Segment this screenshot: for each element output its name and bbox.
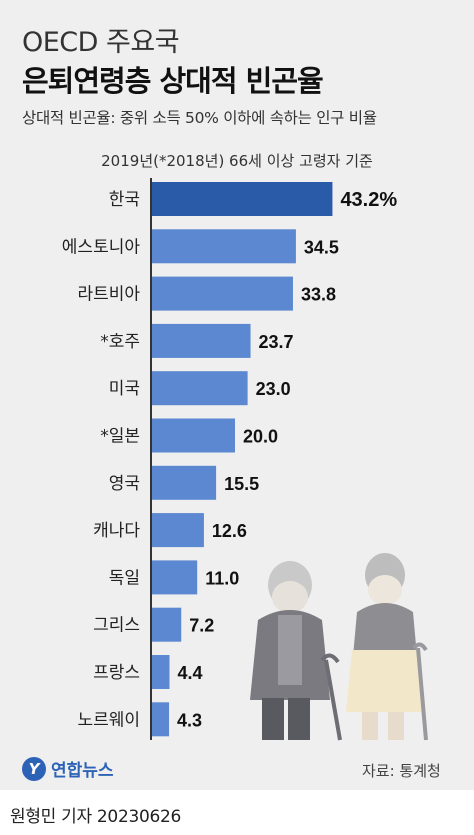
byline: 원형민 기자 20230626 (10, 807, 182, 827)
bar-chart: 한국 43.2% 에스토니아 34.5 라트비아 33.8 *호주 23.7 미국 23.0 *일본… (62, 182, 428, 741)
value-label: 23.7 (259, 332, 294, 352)
bar (151, 655, 170, 689)
category-label: *호주 (100, 332, 140, 352)
chart-panel: OECD 주요국 은퇴연령층 상대적 빈곤율 상대적 빈곤율: 중위 소득 50… (0, 0, 474, 790)
bar (151, 513, 204, 548)
logo-icon: Y (22, 756, 46, 781)
basis-note: 2019년(*2018년) 66세 이상 고령자 기준 (101, 152, 373, 170)
y-axis-line (150, 178, 152, 740)
value-label: 43.2% (340, 189, 397, 211)
elderly-couple-illustration (250, 553, 428, 741)
category-label: 노르웨이 (77, 710, 140, 730)
value-label: 7.2 (189, 616, 214, 636)
value-label: 12.6 (212, 521, 247, 541)
bar (151, 418, 235, 453)
value-label: 33.8 (301, 285, 336, 305)
value-label: 4.3 (177, 710, 202, 730)
title-line-1: OECD 주요국 (22, 27, 180, 58)
bar (151, 702, 170, 737)
source-note: 자료: 통계청 (362, 762, 441, 780)
bar (151, 229, 296, 264)
yonhap-logo: Y 연합뉴스 (22, 756, 114, 781)
bars-group: 한국 43.2% 에스토니아 34.5 라트비아 33.8 *호주 23.7 미국 23.0 *일본… (62, 182, 397, 737)
value-label: 34.5 (304, 237, 339, 257)
value-label: 11.0 (205, 568, 239, 588)
value-label: 20.0 (243, 427, 278, 447)
value-label: 4.4 (177, 663, 202, 683)
category-label: 에스토니아 (62, 237, 141, 257)
page-title: 은퇴연령층 상대적 빈곤율 (22, 64, 324, 98)
value-label: 15.5 (224, 474, 259, 494)
category-label: 프랑스 (93, 663, 140, 683)
category-label: *일본 (100, 427, 140, 447)
bar (151, 465, 217, 500)
logo-text: 연합뉴스 (51, 761, 114, 781)
category-label: 미국 (109, 379, 140, 399)
subtitle: 상대적 빈곤율: 중위 소득 50% 이하에 속하는 인구 비율 (22, 109, 377, 127)
bar (151, 323, 251, 358)
category-label: 영국 (109, 474, 140, 494)
bar (151, 182, 333, 216)
value-label: 23.0 (256, 379, 291, 399)
bar (151, 276, 293, 311)
bar (151, 607, 182, 642)
category-label: 캐나다 (93, 521, 140, 541)
category-label: 독일 (109, 568, 140, 588)
bar (151, 371, 248, 406)
category-label: 한국 (109, 190, 140, 210)
category-label: 라트비아 (77, 285, 140, 305)
category-label: 그리스 (93, 616, 140, 636)
bar (151, 560, 198, 595)
